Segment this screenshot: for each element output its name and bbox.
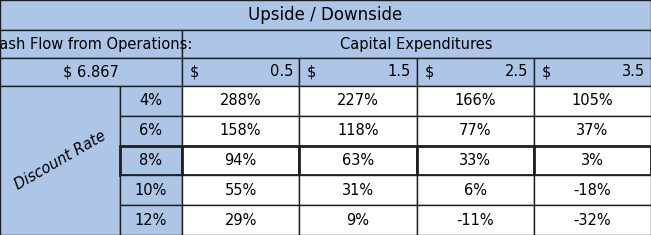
Bar [417, 146, 534, 175]
Text: 118%: 118% [337, 123, 379, 138]
Text: 9%: 9% [346, 213, 369, 228]
Text: $: $ [190, 64, 199, 79]
Text: 4%: 4% [139, 93, 163, 108]
Bar [299, 146, 417, 175]
Bar [299, 86, 417, 116]
Bar [182, 58, 299, 86]
Text: 227%: 227% [337, 93, 379, 108]
Text: 6%: 6% [464, 183, 487, 198]
Text: $: $ [424, 64, 434, 79]
Bar [417, 58, 534, 86]
Bar [417, 175, 534, 205]
Text: 3.5: 3.5 [622, 64, 645, 79]
Bar [0, 86, 120, 235]
Bar [120, 116, 182, 146]
Text: Upside / Downside: Upside / Downside [249, 6, 402, 24]
Bar [417, 86, 534, 116]
Text: Discount Rate: Discount Rate [12, 128, 108, 193]
Bar [120, 205, 182, 235]
Bar [534, 175, 651, 205]
Bar [417, 116, 534, 146]
Bar [534, 86, 651, 116]
Bar [299, 58, 417, 86]
Text: 63%: 63% [342, 153, 374, 168]
Text: 1.5: 1.5 [387, 64, 411, 79]
Text: 0.5: 0.5 [270, 64, 293, 79]
Bar [534, 116, 651, 146]
Text: 37%: 37% [576, 123, 609, 138]
Text: 3%: 3% [581, 153, 604, 168]
Text: 33%: 33% [459, 153, 491, 168]
Bar [120, 175, 182, 205]
Bar [534, 205, 651, 235]
Bar [0, 58, 182, 86]
Bar [0, 30, 182, 58]
Bar [182, 175, 299, 205]
Text: 10%: 10% [135, 183, 167, 198]
Bar [120, 146, 182, 175]
Text: Capital Expenditures: Capital Expenditures [340, 36, 493, 51]
Text: 166%: 166% [454, 93, 496, 108]
Text: 158%: 158% [220, 123, 261, 138]
Text: 77%: 77% [459, 123, 492, 138]
Text: -32%: -32% [574, 213, 611, 228]
Bar [534, 58, 651, 86]
Bar [182, 30, 651, 58]
Bar [534, 146, 651, 175]
Text: 8%: 8% [139, 153, 163, 168]
Bar [299, 116, 417, 146]
Bar [299, 175, 417, 205]
Bar [120, 86, 182, 116]
Bar [417, 205, 534, 235]
Bar [182, 205, 299, 235]
Text: -11%: -11% [456, 213, 494, 228]
Bar [0, 0, 651, 30]
Text: 12%: 12% [135, 213, 167, 228]
Text: $ 6.867: $ 6.867 [63, 64, 119, 79]
Text: 6%: 6% [139, 123, 163, 138]
Text: 288%: 288% [220, 93, 262, 108]
Text: $: $ [307, 64, 316, 79]
Text: -18%: -18% [574, 183, 611, 198]
Text: 29%: 29% [225, 213, 256, 228]
Bar [299, 205, 417, 235]
Bar [182, 116, 299, 146]
Text: 105%: 105% [572, 93, 613, 108]
Bar [182, 86, 299, 116]
Bar [182, 146, 299, 175]
Text: 31%: 31% [342, 183, 374, 198]
Text: Cash Flow from Operations:: Cash Flow from Operations: [0, 36, 193, 51]
Text: 2.5: 2.5 [505, 64, 528, 79]
Text: $: $ [542, 64, 551, 79]
Text: 55%: 55% [225, 183, 256, 198]
Text: 94%: 94% [225, 153, 256, 168]
